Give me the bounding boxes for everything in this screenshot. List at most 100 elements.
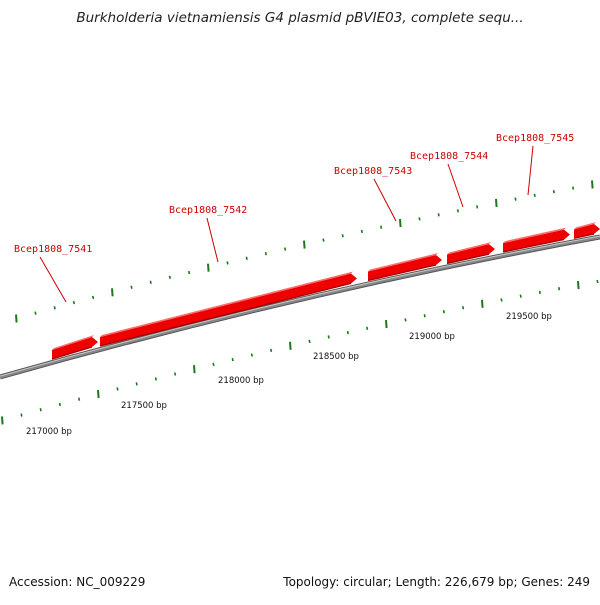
- upper-tick: [380, 225, 383, 229]
- sequence-backbone: [0, 234, 600, 380]
- gene-label[interactable]: Bcep1808_7542: [169, 205, 247, 216]
- lower-tick: [596, 279, 599, 284]
- upper-tick: [284, 247, 287, 251]
- gene-track: [51, 222, 600, 360]
- lower-tick: [154, 377, 157, 381]
- gene-arrow[interactable]: [100, 273, 357, 346]
- lower-tick: [423, 314, 426, 318]
- upper-tick: [418, 217, 421, 221]
- upper-tick: [226, 261, 229, 265]
- position-label: 217500 bp: [121, 401, 167, 411]
- lower-tick: [500, 298, 503, 302]
- gene-arrow[interactable]: [503, 229, 570, 253]
- lower-tick: [519, 294, 522, 298]
- upper-tick: [437, 213, 440, 217]
- gene-arrow-shade: [502, 238, 565, 253]
- lower-tick: [327, 335, 330, 339]
- lower-tick: [481, 299, 484, 308]
- upper-tick: [111, 288, 114, 297]
- gene-leader-line: [447, 163, 464, 208]
- lower-tick: [20, 413, 23, 417]
- upper-tick: [72, 300, 75, 305]
- gene-arrow[interactable]: [368, 255, 442, 281]
- lower-tick: [538, 290, 541, 295]
- upper-tick: [341, 234, 344, 238]
- position-label: 217000 bp: [26, 427, 72, 437]
- backbone-highlight: [0, 235, 600, 377]
- gene-arrow-shade: [99, 282, 352, 347]
- lower-tick: [346, 330, 349, 335]
- gene-label[interactable]: Bcep1808_7545: [496, 133, 574, 144]
- lower-tick: [270, 348, 273, 353]
- lower-tick: [78, 397, 81, 401]
- upper-tick: [188, 270, 191, 275]
- lower-tick: [116, 387, 119, 391]
- lower-tick: [577, 280, 580, 290]
- lower-tick: [558, 287, 561, 291]
- position-labels: 217000 bp 217500 bp 218000 bp 218500 bp 2190…: [26, 312, 552, 437]
- upper-tick: [514, 197, 517, 201]
- upper-tick: [15, 314, 18, 323]
- gene-arrow-shade: [573, 233, 595, 239]
- lower-tick: [231, 357, 234, 362]
- gene-arrow-shade: [51, 346, 93, 360]
- gene-arrow-shade: [367, 264, 437, 282]
- gene-arrow-bevel: [503, 227, 566, 244]
- gene-arrow-bevel: [447, 242, 491, 255]
- lower-tick: [308, 339, 311, 344]
- upper-tick: [168, 275, 171, 280]
- map-title: Burkholderia vietnamiensis G4 plasmid pB…: [76, 10, 524, 26]
- gene-labels: Bcep1808_7541 Bcep1808_7542 Bcep1808_7543 B…: [14, 133, 574, 303]
- gene-leader-line: [373, 178, 397, 222]
- upper-tick: [207, 263, 210, 272]
- topology-summary: Topology: circular; Length: 226,679 bp; …: [283, 575, 590, 589]
- lower-tick: [1, 416, 4, 425]
- backbone-line: [0, 235, 600, 379]
- upper-tick: [476, 205, 479, 209]
- lower-tick: [442, 310, 445, 314]
- lower-tick-track: [1, 279, 599, 425]
- gene-leader-line: [527, 145, 534, 196]
- lower-tick: [39, 408, 42, 412]
- upper-tick: [92, 295, 95, 300]
- position-label: 219000 bp: [409, 332, 455, 342]
- lower-tick: [193, 365, 196, 374]
- gene-arrow-bevel: [100, 271, 353, 337]
- gene-arrow-bevel: [574, 222, 596, 230]
- gene-arrow-bevel: [52, 335, 94, 350]
- upper-tick: [572, 186, 575, 190]
- gene-arrow[interactable]: [52, 337, 98, 359]
- upper-tick: [303, 240, 306, 249]
- gene-label[interactable]: Bcep1808_7544: [410, 151, 488, 162]
- lower-tick: [135, 382, 138, 386]
- position-label: 218500 bp: [313, 352, 359, 362]
- gene-label[interactable]: Bcep1808_7543: [334, 166, 412, 177]
- lower-tick: [97, 389, 100, 399]
- gene-arrow[interactable]: [447, 244, 495, 264]
- upper-tick: [495, 198, 498, 208]
- upper-tick: [130, 285, 133, 289]
- lower-tick: [462, 306, 465, 310]
- position-label: 219500 bp: [506, 312, 552, 322]
- lower-tick: [289, 341, 292, 350]
- lower-tick: [174, 372, 177, 376]
- gene-label[interactable]: Bcep1808_7541: [14, 244, 92, 255]
- upper-tick: [399, 218, 402, 228]
- upper-tick: [245, 256, 248, 260]
- lower-tick: [385, 319, 388, 329]
- upper-tick: [53, 306, 56, 310]
- upper-tick: [322, 238, 325, 242]
- upper-tick: [591, 180, 594, 189]
- lower-tick: [366, 326, 369, 330]
- upper-tick-track: [15, 180, 594, 323]
- lower-tick: [58, 402, 61, 407]
- gene-arrow-shade: [446, 253, 490, 265]
- gene-arrow-bevel: [368, 253, 438, 272]
- backbone-shadow: [0, 234, 600, 380]
- upper-tick: [552, 190, 555, 194]
- upper-tick: [34, 311, 37, 315]
- gene-arrow[interactable]: [574, 224, 600, 239]
- upper-tick: [149, 280, 152, 284]
